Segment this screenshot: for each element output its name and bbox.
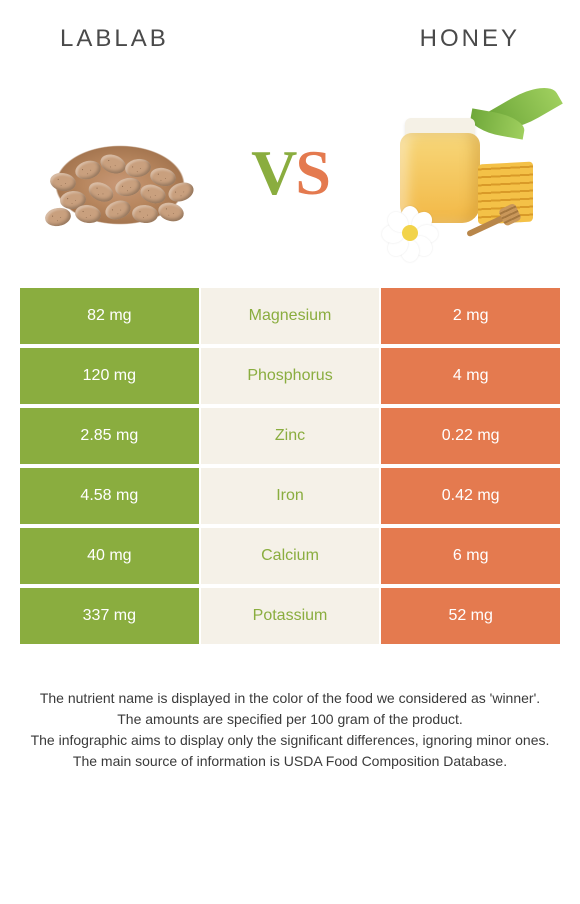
table-row: 337 mgPotassium52 mg [20,588,560,644]
table-row: 40 mgCalcium6 mg [20,528,560,584]
table-row: 82 mgMagnesium2 mg [20,288,560,344]
left-value: 82 mg [20,288,199,344]
footer-line: The amounts are specified per 100 gram o… [20,709,560,730]
comparison-hero: VS [0,68,580,288]
nutrient-label: Iron [201,468,380,524]
footer-notes: The nutrient name is displayed in the co… [0,648,580,772]
left-value: 40 mg [20,528,199,584]
left-value: 337 mg [20,588,199,644]
right-value: 52 mg [381,588,560,644]
left-value: 4.58 mg [20,468,199,524]
footer-line: The nutrient name is displayed in the co… [20,688,560,709]
nutrient-label: Phosphorus [201,348,380,404]
lablab-image [20,83,220,263]
right-food-title: HONEY [420,25,520,53]
nutrient-label: Zinc [201,408,380,464]
right-value: 4 mg [381,348,560,404]
footer-line: The main source of information is USDA F… [20,751,560,772]
right-value: 0.42 mg [381,468,560,524]
left-value: 2.85 mg [20,408,199,464]
footer-line: The infographic aims to display only the… [20,730,560,751]
honey-image [360,83,560,263]
right-value: 0.22 mg [381,408,560,464]
left-food-title: LABLAB [60,25,169,53]
vs-v-letter: V [251,137,295,208]
right-value: 6 mg [381,528,560,584]
nutrient-label: Potassium [201,588,380,644]
table-row: 4.58 mgIron0.42 mg [20,468,560,524]
vs-label: VS [251,136,329,210]
right-value: 2 mg [381,288,560,344]
nutrient-label: Calcium [201,528,380,584]
header: LABLAB HONEY [0,0,580,68]
nutrient-label: Magnesium [201,288,380,344]
table-row: 2.85 mgZinc0.22 mg [20,408,560,464]
left-value: 120 mg [20,348,199,404]
vs-s-letter: S [295,137,329,208]
nutrient-table: 82 mgMagnesium2 mg120 mgPhosphorus4 mg2.… [0,288,580,644]
table-row: 120 mgPhosphorus4 mg [20,348,560,404]
